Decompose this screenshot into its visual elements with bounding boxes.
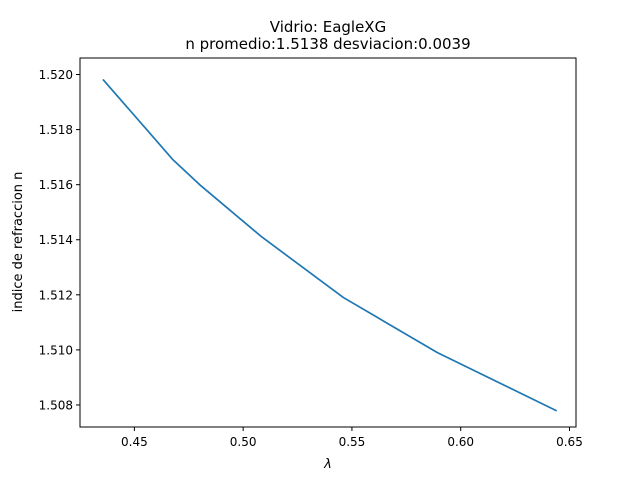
y-tick-label: 1.518: [39, 123, 73, 137]
chart-subtitle: n promedio:1.5138 desviacion:0.0039: [185, 35, 470, 53]
x-tick-label: 0.45: [121, 435, 148, 449]
x-tick-label: 0.65: [556, 435, 583, 449]
x-tick-label: 0.50: [230, 435, 257, 449]
y-tick-label: 1.514: [39, 233, 73, 247]
y-axis-ticks: 1.508 1.510 1.512 1.514 1.516 1.518 1.520: [39, 68, 80, 412]
plot-frame: [79, 57, 577, 428]
series-layer: [102, 78, 558, 412]
y-tick-label: 1.520: [39, 68, 73, 82]
chart-title: Vidrio: EagleXG: [270, 18, 386, 36]
y-tick-label: 1.508: [39, 398, 73, 412]
x-tick-label: 0.55: [339, 435, 366, 449]
x-axis-label: λ: [323, 457, 332, 472]
y-tick-label: 1.510: [39, 343, 73, 357]
x-axis-ticks: 0.45 0.50 0.55 0.60 0.65: [121, 427, 583, 449]
y-tick-label: 1.512: [39, 288, 73, 302]
y-axis-label: indice de refraccion n: [11, 172, 26, 313]
x-tick-label: 0.60: [447, 435, 474, 449]
series-line: [102, 78, 558, 412]
y-tick-label: 1.516: [39, 178, 73, 192]
